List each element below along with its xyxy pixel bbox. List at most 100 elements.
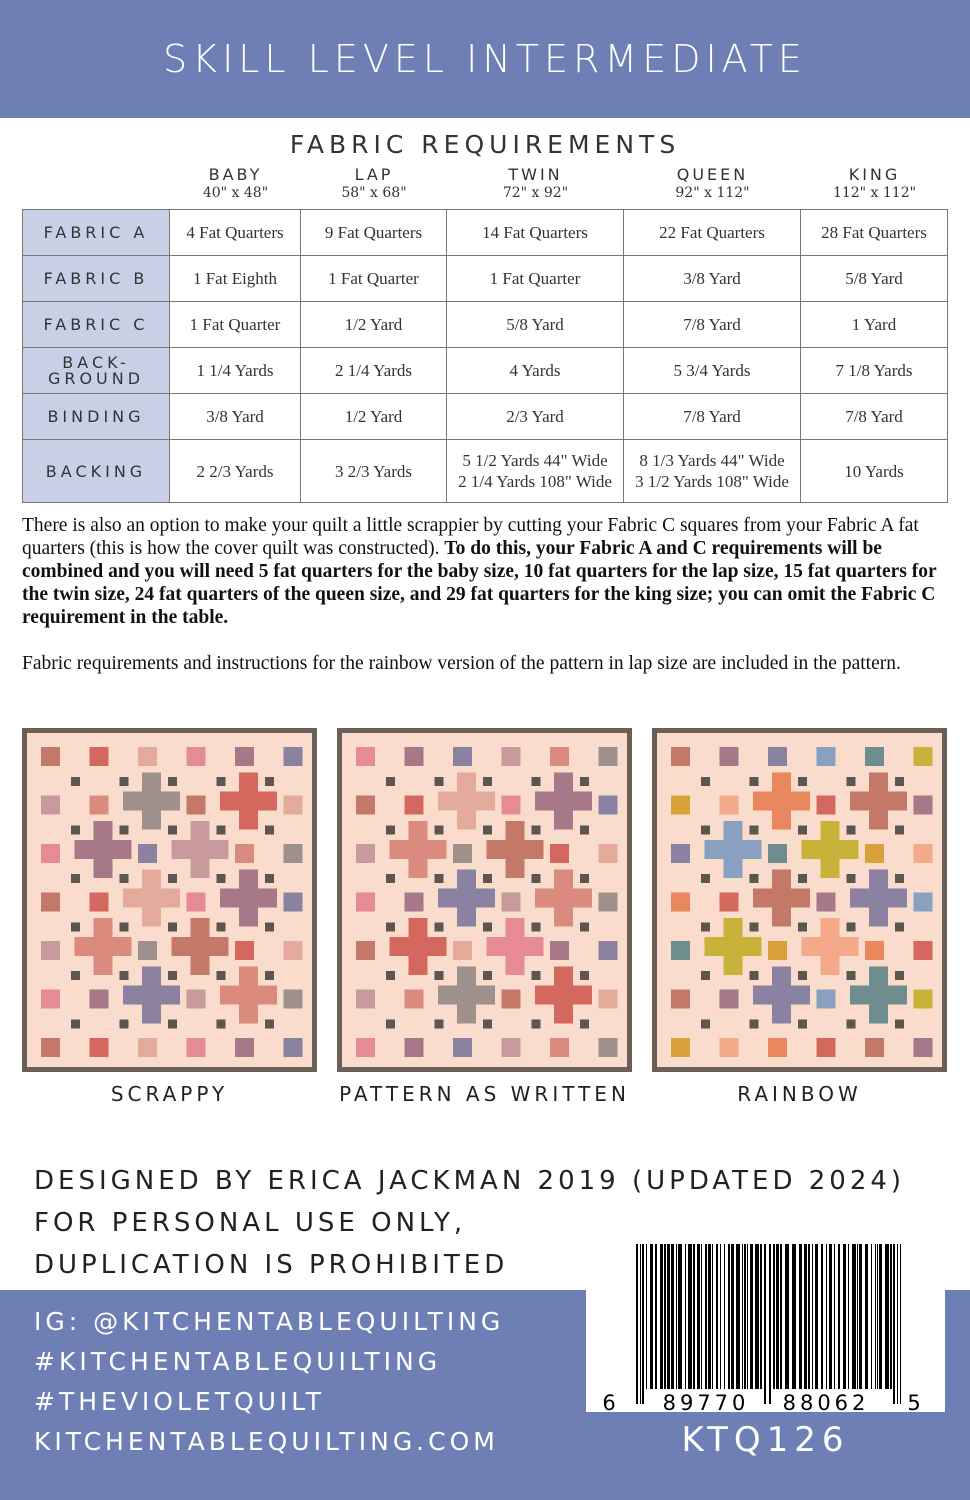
square-piece [550, 941, 569, 960]
square-piece [235, 844, 254, 863]
cornerstone-dot [798, 825, 807, 835]
cornerstone-dot [434, 1019, 444, 1029]
square-piece [283, 989, 303, 1009]
size-headers: BABY 40" x 48" LAP 58" x 68" TWIN 72" x 92"… [170, 166, 948, 202]
barcode-bar [843, 1244, 846, 1389]
cross-piece [190, 821, 210, 878]
cornerstone-dot [846, 825, 856, 835]
square-piece [719, 892, 739, 912]
row-header: BACKING [22, 439, 170, 503]
table-cell: 9 Fat Quarters [300, 209, 447, 256]
barcode-bar [865, 1244, 868, 1389]
cross-piece [457, 869, 476, 927]
square-piece [913, 844, 933, 863]
social-links: IG: @KITCHENTABLEQUILTING #KITCHENTABLEQ… [34, 1302, 504, 1462]
cornerstone-dot [580, 777, 589, 786]
quilt-image-pattern [337, 728, 632, 1072]
table-cell: 1 Fat Eighth [169, 255, 301, 302]
cornerstone-dot [386, 825, 395, 835]
table-cell: 7/8 Yard [623, 301, 801, 348]
square-piece [550, 1038, 569, 1057]
table-cell: 7/8 Yard [623, 393, 801, 440]
barcode-bar [875, 1244, 876, 1389]
cross-piece [93, 918, 113, 975]
cornerstone-dot [265, 971, 274, 980]
cornerstone-dot [749, 825, 759, 835]
cornerstone-dot [580, 874, 589, 883]
cornerstone-dot [895, 1019, 904, 1029]
square-piece [598, 989, 618, 1009]
barcode-bar [785, 1244, 789, 1389]
square-piece [719, 989, 739, 1009]
cornerstone-dot [483, 971, 492, 980]
square-piece [816, 747, 836, 766]
cornerstone-dot [216, 922, 226, 932]
square-piece [356, 941, 375, 960]
table-cell: 2 1/4 Yards [300, 347, 447, 394]
square-piece [89, 1038, 109, 1057]
barcode-bar [720, 1244, 721, 1389]
cross-piece [772, 772, 791, 830]
square-piece [453, 844, 472, 863]
cornerstone-dot [71, 874, 80, 883]
cornerstone-dot [265, 825, 274, 835]
cornerstone-dot [483, 874, 492, 883]
barcode-bar [728, 1244, 730, 1389]
square-piece [671, 1038, 690, 1057]
square-piece [138, 941, 157, 960]
cornerstone-dot [483, 777, 492, 786]
cross-piece [457, 966, 476, 1024]
cross-piece [505, 821, 525, 878]
cornerstone-dot [798, 922, 807, 932]
cornerstone-dot [216, 874, 226, 883]
square-piece [768, 1038, 787, 1057]
square-piece [283, 795, 303, 815]
barcode-digits: 6 [602, 1391, 619, 1412]
square-piece [41, 989, 60, 1009]
cross-piece [869, 966, 888, 1024]
cross-piece [723, 821, 743, 878]
square-piece [816, 892, 836, 912]
cornerstone-dot [119, 874, 129, 883]
barcode-digits: 89770 [663, 1391, 750, 1412]
cornerstone-dot [846, 777, 856, 786]
barcode-bar [897, 1244, 898, 1404]
table-cell: 1 Fat Quarter [300, 255, 447, 302]
square-piece [283, 941, 303, 960]
cornerstone-dot [168, 777, 177, 786]
barcode-bar [792, 1244, 796, 1389]
square-piece [501, 795, 521, 815]
cornerstone-dot [798, 777, 807, 786]
cornerstone-dot [71, 777, 80, 786]
hashtag-2: #THEVIOLETQUILT [34, 1387, 326, 1416]
barcode-bar [712, 1244, 713, 1389]
barcode-bar [724, 1244, 725, 1389]
cornerstone-dot [434, 874, 444, 883]
square-piece [913, 795, 933, 815]
cornerstone-dot [531, 825, 541, 835]
quilt-image-rainbow [652, 728, 947, 1072]
square-piece [41, 1038, 60, 1057]
cornerstone-dot [386, 922, 395, 932]
square-piece [235, 941, 254, 960]
cornerstone-dot [580, 825, 589, 835]
square-piece [598, 941, 618, 960]
square-piece [501, 747, 521, 766]
cornerstone-dot [216, 825, 226, 835]
cross-piece [142, 772, 161, 830]
square-piece [283, 747, 303, 766]
table-cell: 14 Fat Quarters [446, 209, 624, 256]
square-piece [719, 1038, 739, 1057]
barcode-bar [829, 1244, 832, 1389]
barcode-bar [747, 1244, 748, 1389]
quilt-label-scrappy: SCRAPPY [110, 1082, 229, 1106]
barcode-bar [640, 1244, 641, 1404]
rainbow-note: Fabric requirements and instructions for… [22, 653, 901, 674]
barcode-bar [664, 1244, 666, 1389]
cornerstone-dot [749, 922, 759, 932]
square-piece [768, 941, 787, 960]
barcode-bar [821, 1244, 823, 1389]
barcode-bar [776, 1244, 779, 1389]
square-piece [598, 844, 618, 863]
